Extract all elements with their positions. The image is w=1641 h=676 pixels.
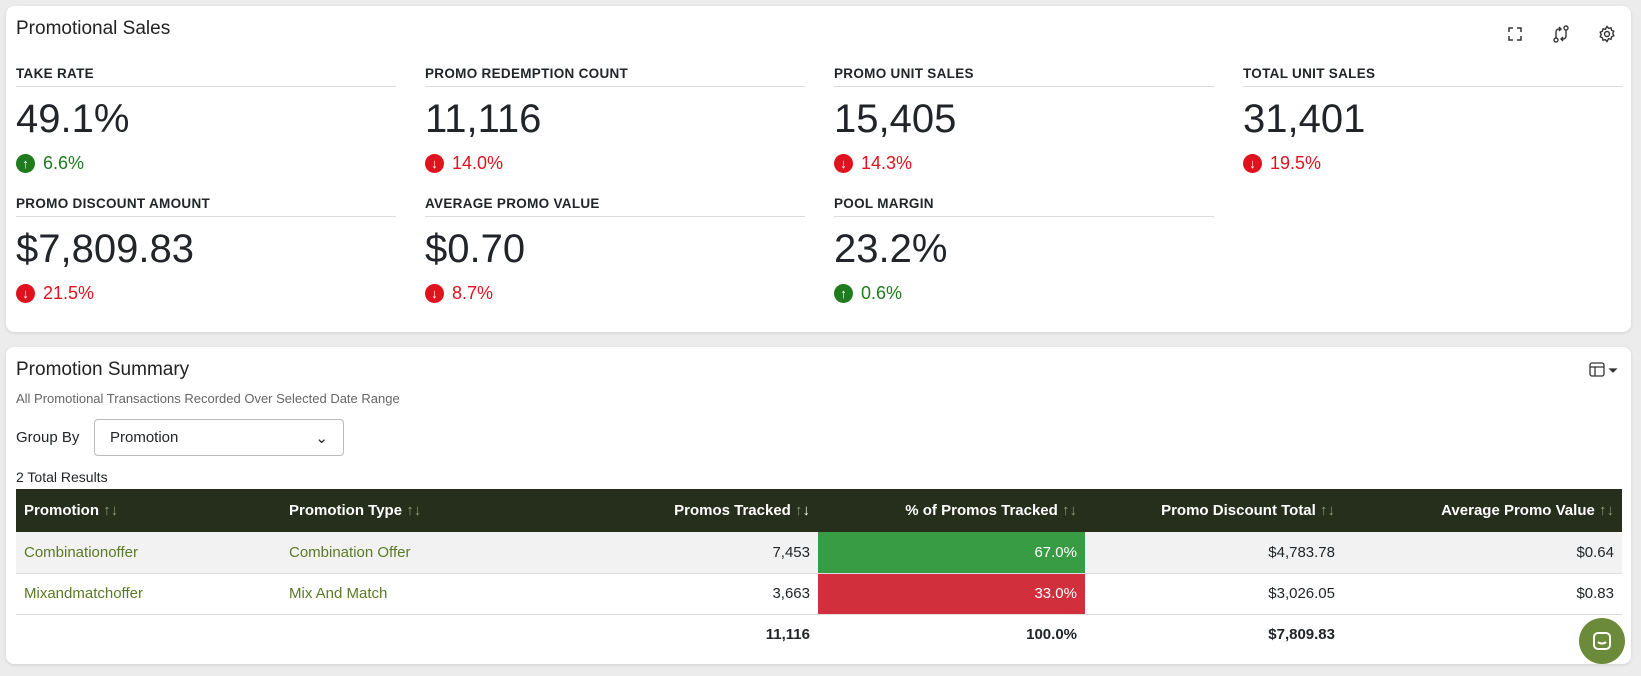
- kpi-change: ↓ 21.5%: [16, 283, 396, 304]
- kpi-change: ↓ 14.3%: [834, 153, 1214, 174]
- sort-icon[interactable]: ↑↓: [103, 502, 119, 519]
- kpi-value: $7,809.83: [16, 227, 194, 271]
- group-by-select[interactable]: Promotion ⌄: [94, 419, 344, 456]
- chat-button[interactable]: [1579, 618, 1625, 664]
- table-cell: $0.64: [1343, 532, 1622, 574]
- kpi-change-value: 21.5%: [43, 283, 95, 303]
- kpi-value: $0.70: [425, 227, 526, 271]
- arrow-down-icon: ↓: [1243, 154, 1262, 173]
- kpi-change: ↓ 14.0%: [425, 153, 805, 174]
- kpi-tile: TOTAL UNIT SALES 31,401 ↓ 19.5%: [1243, 66, 1623, 174]
- kpi-label: POOL MARGIN: [834, 196, 1214, 217]
- arrow-up-icon: ↑: [16, 154, 35, 173]
- table-cell-link[interactable]: Mixandmatchoffer: [16, 573, 281, 615]
- card-title: Promotion Summary: [16, 359, 190, 380]
- column-header-label: Promo Discount Total: [1161, 502, 1316, 519]
- column-header-label: Promos Tracked: [674, 502, 791, 519]
- kpi-change-value: 14.0%: [452, 153, 504, 173]
- total-results: 2 Total Results: [16, 469, 108, 485]
- sort-icon[interactable]: ↑↓: [1320, 502, 1335, 519]
- total-cell: 11,116: [546, 613, 818, 655]
- table-row: Combinationoffer Combination Offer 7,453 67…: [16, 532, 1622, 574]
- column-header-label: Promotion Type: [289, 502, 403, 519]
- column-header[interactable]: % of Promos Tracked ↑↓: [818, 489, 1085, 532]
- arrow-down-icon: ↓: [425, 154, 444, 173]
- gear-icon[interactable]: [1597, 24, 1617, 44]
- kpi-label: PROMO UNIT SALES: [834, 66, 1214, 87]
- total-cell: $7,809.83: [1085, 613, 1343, 655]
- chevron-down-icon: ⌄: [315, 430, 328, 447]
- sort-icon[interactable]: ↑↓: [795, 502, 810, 519]
- promotion-table: Promotion ↑↓ Promotion Type ↑↓ Promos Trac…: [16, 489, 1622, 655]
- group-by-label: Group By: [16, 429, 80, 446]
- card-title: Promotional Sales: [16, 18, 171, 39]
- column-header[interactable]: Promotion ↑↓: [16, 489, 281, 532]
- total-cell: [1343, 613, 1622, 655]
- kpi-tile: POOL MARGIN 23.2% ↑ 0.6%: [834, 196, 1214, 304]
- kpi-change-value: 6.6%: [43, 153, 85, 173]
- kpi-value: 23.2%: [834, 227, 948, 271]
- chat-icon: [1593, 632, 1611, 650]
- table-cell: $0.83: [1343, 573, 1622, 615]
- kpi-value: 15,405: [834, 97, 957, 141]
- kpi-value: 49.1%: [16, 97, 130, 141]
- kpi-tile: PROMO REDEMPTION COUNT 11,116 ↓ 14.0%: [425, 66, 805, 174]
- kpi-change: ↑ 0.6%: [834, 283, 1214, 304]
- expand-icon[interactable]: [1505, 24, 1525, 44]
- kpi-change-value: 19.5%: [1270, 153, 1322, 173]
- total-cell: [281, 613, 546, 655]
- promotional-sales-card: Promotional Sales: [6, 6, 1631, 332]
- kpi-tile: PROMO UNIT SALES 15,405 ↓ 14.3%: [834, 66, 1214, 174]
- table-layout-icon[interactable]: [1589, 361, 1619, 384]
- totals-row: 11,116 100.0% $7,809.83: [16, 613, 1622, 655]
- kpi-label: TOTAL UNIT SALES: [1243, 66, 1623, 87]
- total-cell: 100.0%: [818, 613, 1085, 655]
- kpi-value: 11,116: [425, 97, 542, 141]
- kpi-label: PROMO REDEMPTION COUNT: [425, 66, 805, 87]
- kpi-label: TAKE RATE: [16, 66, 396, 87]
- table-row: Mixandmatchoffer Mix And Match 3,663 33.0% $…: [16, 573, 1622, 615]
- table-cell: 7,453: [546, 532, 818, 574]
- kpi-tile: AVERAGE PROMO VALUE $0.70 ↓ 8.7%: [425, 196, 805, 304]
- group-by-value: Promotion: [110, 429, 179, 446]
- column-header[interactable]: Promos Tracked ↑↓: [546, 489, 818, 532]
- kpi-change: ↑ 6.6%: [16, 153, 396, 174]
- table-cell: 33.0%: [818, 573, 1085, 615]
- kpi-change-value: 0.6%: [861, 283, 903, 303]
- arrow-down-icon: ↓: [834, 154, 853, 173]
- kpi-change: ↓ 19.5%: [1243, 153, 1623, 174]
- sort-icon[interactable]: ↑↓: [406, 502, 422, 519]
- table-cell: $3,026.05: [1085, 573, 1343, 615]
- column-header[interactable]: Average Promo Value ↑↓: [1343, 489, 1622, 532]
- table-cell-link[interactable]: Combination Offer: [281, 532, 546, 574]
- arrow-down-icon: ↓: [16, 284, 35, 303]
- arrow-up-icon: ↑: [834, 284, 853, 303]
- sort-icon[interactable]: ↑↓: [1599, 502, 1614, 519]
- arrow-down-icon: ↓: [425, 284, 444, 303]
- kpi-tile: PROMO DISCOUNT AMOUNT $7,809.83 ↓ 21.5%: [16, 196, 396, 304]
- table-cell: $4,783.78: [1085, 532, 1343, 574]
- column-header[interactable]: Promotion Type ↑↓: [281, 489, 546, 532]
- table-cell-link[interactable]: Combinationoffer: [16, 532, 281, 574]
- sort-icon[interactable]: ↑↓: [1062, 502, 1077, 519]
- kpi-label: AVERAGE PROMO VALUE: [425, 196, 805, 217]
- table-cell: 3,663: [546, 573, 818, 615]
- kpi-change-value: 14.3%: [861, 153, 913, 173]
- table-cell: 67.0%: [818, 532, 1085, 574]
- column-header-label: Average Promo Value: [1441, 502, 1595, 519]
- kpi-change-value: 8.7%: [452, 283, 494, 303]
- column-header-label: Promotion: [24, 502, 99, 519]
- kpi-value: 31,401: [1243, 97, 1366, 141]
- kpi-change: ↓ 8.7%: [425, 283, 805, 304]
- card-subtitle: All Promotional Transactions Recorded Ov…: [16, 391, 400, 406]
- promotion-summary-card: Promotion Summary All Promotional Transa…: [6, 347, 1631, 664]
- kpi-label: PROMO DISCOUNT AMOUNT: [16, 196, 396, 217]
- kpi-tile: TAKE RATE 49.1% ↑ 6.6%: [16, 66, 396, 174]
- table-cell-link[interactable]: Mix And Match: [281, 573, 546, 615]
- column-header[interactable]: Promo Discount Total ↑↓: [1085, 489, 1343, 532]
- column-header-label: % of Promos Tracked: [905, 502, 1058, 519]
- total-cell: [16, 613, 281, 655]
- compare-icon[interactable]: [1551, 24, 1571, 44]
